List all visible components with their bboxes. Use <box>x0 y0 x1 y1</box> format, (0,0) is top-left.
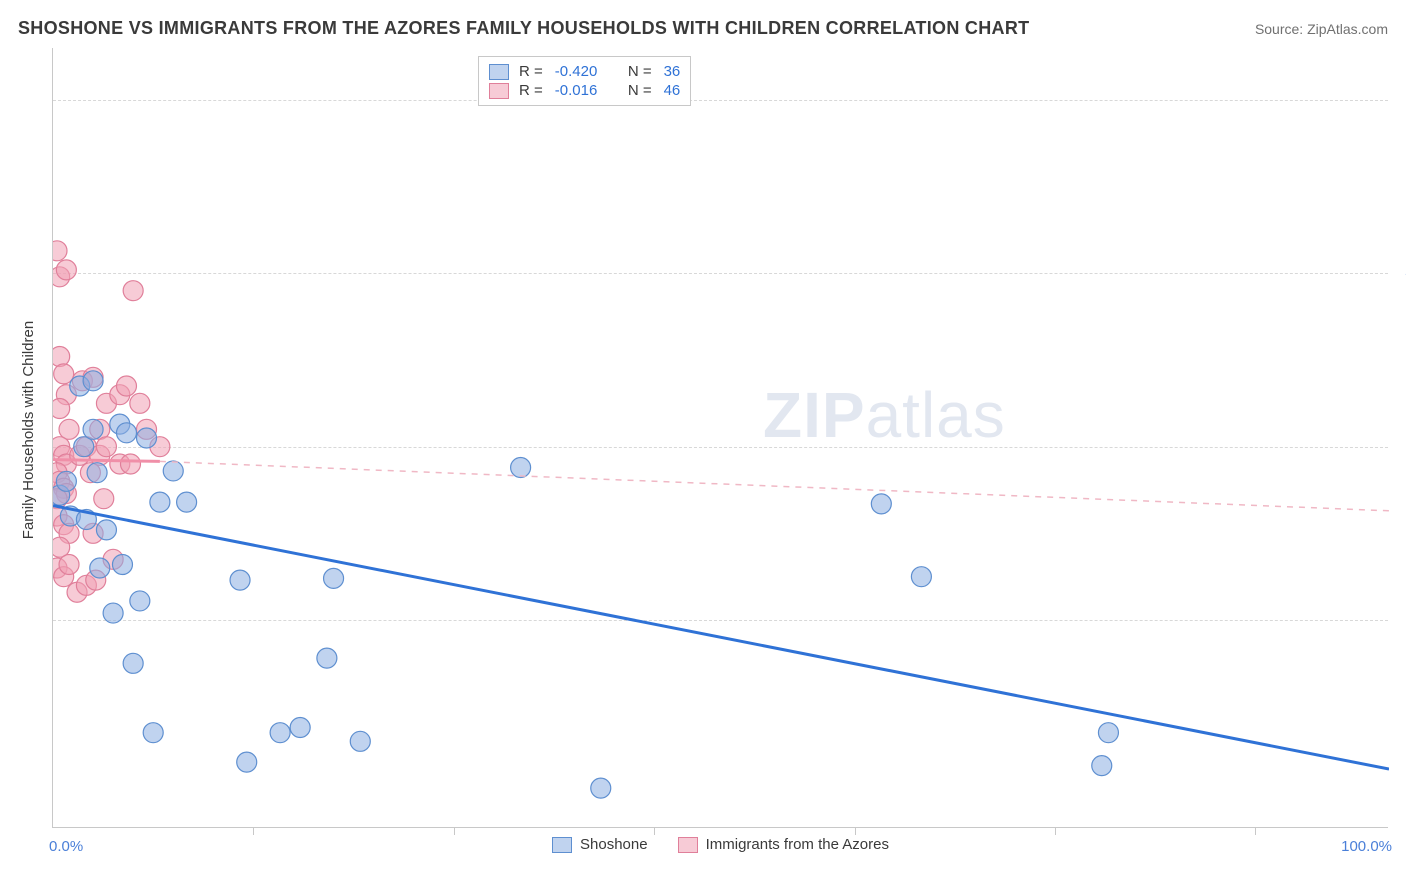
point-shoshone <box>90 558 110 578</box>
point-shoshone <box>1092 756 1112 776</box>
point-shoshone <box>324 568 344 588</box>
point-shoshone <box>87 463 107 483</box>
stat-value-n: 36 <box>664 63 681 80</box>
point-azores <box>120 454 140 474</box>
x-tick <box>654 827 655 835</box>
stat-value-n: 46 <box>664 82 681 99</box>
point-shoshone <box>83 371 103 391</box>
point-shoshone <box>511 457 531 477</box>
point-shoshone <box>230 570 250 590</box>
legend-swatch <box>678 837 698 853</box>
trend-shoshone <box>53 506 1389 769</box>
point-shoshone <box>103 603 123 623</box>
point-azores <box>123 281 143 301</box>
point-shoshone <box>163 461 183 481</box>
legend-stat-row: R = -0.420 N = 36 <box>489 63 680 80</box>
stat-value-r: -0.016 <box>555 82 598 99</box>
point-azores <box>56 260 76 280</box>
legend-series-item: Shoshone <box>552 836 648 853</box>
point-shoshone <box>56 471 76 491</box>
stat-label-n: N = <box>628 82 652 99</box>
point-shoshone <box>116 423 136 443</box>
point-azores <box>94 489 114 509</box>
legend-series-item: Immigrants from the Azores <box>678 836 889 853</box>
point-azores <box>130 393 150 413</box>
point-shoshone <box>1098 723 1118 743</box>
legend-series: Shoshone Immigrants from the Azores <box>53 836 1388 853</box>
x-tick <box>1055 827 1056 835</box>
legend-stat-row: R = -0.016 N = 46 <box>489 82 680 99</box>
point-shoshone <box>317 648 337 668</box>
y-axis-label: Family Households with Children <box>20 321 37 539</box>
point-shoshone <box>237 752 257 772</box>
point-azores <box>53 241 67 261</box>
point-shoshone <box>143 723 163 743</box>
point-shoshone <box>350 731 370 751</box>
point-shoshone <box>83 419 103 439</box>
point-azores <box>59 555 79 575</box>
point-azores <box>116 376 136 396</box>
legend-series-label: Shoshone <box>580 836 648 853</box>
point-shoshone <box>871 494 891 514</box>
point-shoshone <box>270 723 290 743</box>
stat-label-r: R = <box>519 63 543 80</box>
trend-azores <box>53 460 160 462</box>
x-tick <box>1255 827 1256 835</box>
point-shoshone <box>130 591 150 611</box>
plot-area: 20.0%30.0%40.0%50.0% ZIPatlas R =-0.420 … <box>52 48 1388 828</box>
point-shoshone <box>177 492 197 512</box>
point-shoshone <box>96 520 116 540</box>
stat-value-r: -0.420 <box>555 63 598 80</box>
point-shoshone <box>290 717 310 737</box>
x-tick <box>855 827 856 835</box>
point-azores <box>96 437 116 457</box>
point-shoshone <box>137 428 157 448</box>
chart-title: SHOSHONE VS IMMIGRANTS FROM THE AZORES F… <box>18 18 1029 39</box>
point-shoshone <box>123 653 143 673</box>
stat-label-r: R = <box>519 82 543 99</box>
header-bar: SHOSHONE VS IMMIGRANTS FROM THE AZORES F… <box>18 18 1388 39</box>
point-shoshone <box>112 555 132 575</box>
chart-svg <box>53 48 1389 828</box>
point-shoshone <box>911 567 931 587</box>
x-tick <box>253 827 254 835</box>
legend-swatch <box>489 83 509 99</box>
point-azores <box>53 399 70 419</box>
legend-stats: R = -0.420 N = 36 R = -0.016 N = 46 <box>478 56 691 106</box>
point-shoshone <box>150 492 170 512</box>
point-shoshone <box>591 778 611 798</box>
legend-swatch <box>552 837 572 853</box>
stat-label-n: N = <box>628 63 652 80</box>
legend-series-label: Immigrants from the Azores <box>706 836 889 853</box>
x-tick <box>454 827 455 835</box>
trend-azores-extrapolated <box>160 461 1389 510</box>
source-label: Source: ZipAtlas.com <box>1255 21 1388 37</box>
legend-swatch <box>489 64 509 80</box>
